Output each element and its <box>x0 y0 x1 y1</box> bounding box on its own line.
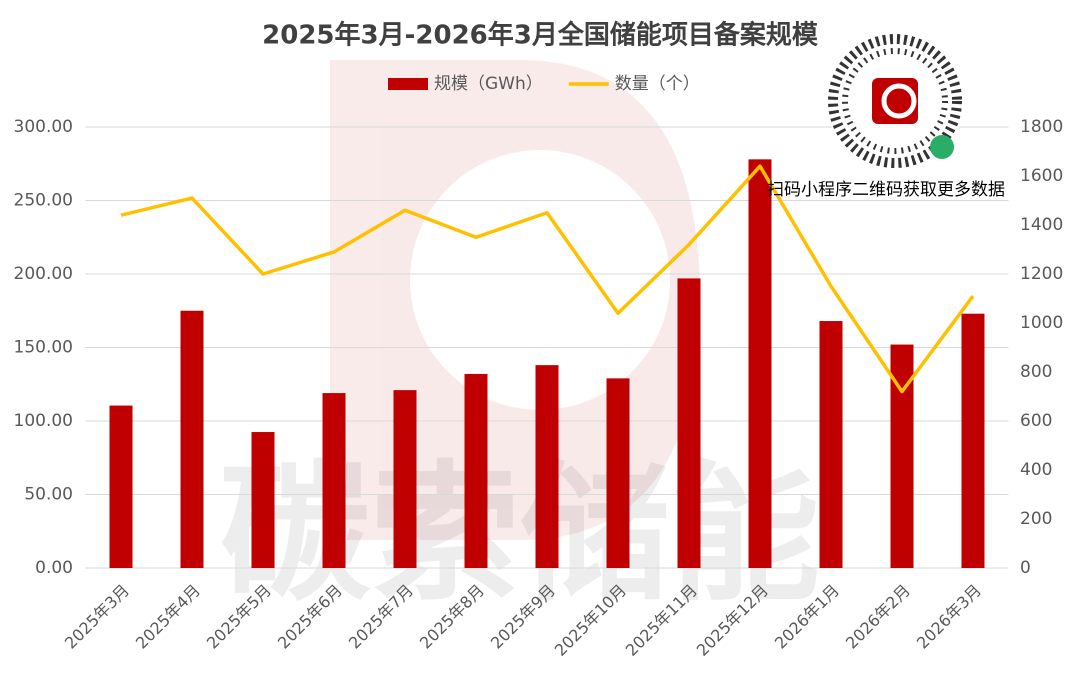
y-tick-label: 250.00 <box>14 191 73 211</box>
legend-label: 数量（个） <box>615 74 700 94</box>
bar <box>109 405 133 568</box>
y-tick-label: 100.00 <box>14 411 73 431</box>
x-tick-label: 2025年3月 <box>61 581 133 653</box>
x-tick-label: 2026年2月 <box>842 581 914 653</box>
bar <box>677 278 701 568</box>
bar <box>180 310 204 568</box>
y-tick-label: 300.00 <box>14 117 73 137</box>
y-tick-label: 50.00 <box>24 485 73 505</box>
bar <box>748 159 772 568</box>
y2-tick-label: 400 <box>1020 460 1052 480</box>
legend-label: 规模（GWh） <box>434 74 543 94</box>
bar <box>890 344 914 568</box>
bar <box>606 378 630 568</box>
y2-tick-label: 0 <box>1020 558 1031 578</box>
line <box>120 164 975 394</box>
y2-tick-label: 1600 <box>1020 166 1063 186</box>
legend-swatch <box>388 78 428 90</box>
y2-tick-label: 1400 <box>1020 215 1063 235</box>
bar <box>322 393 346 568</box>
bar <box>393 390 417 568</box>
y-tick-label: 150.00 <box>14 338 73 358</box>
x-tick-label: 2025年4月 <box>132 581 204 653</box>
y2-tick-label: 1200 <box>1020 264 1063 284</box>
y2-tick-label: 200 <box>1020 509 1052 529</box>
qr-caption: 扫码小程序二维码获取更多数据 <box>767 180 1005 200</box>
bar <box>251 432 275 568</box>
y2-tick-label: 600 <box>1020 411 1052 431</box>
x-tick-label: 2026年3月 <box>913 581 985 653</box>
bar <box>961 313 985 568</box>
y2-tick-label: 1800 <box>1020 117 1063 137</box>
bar <box>464 373 488 568</box>
y2-tick-label: 800 <box>1020 362 1052 382</box>
bar <box>819 321 843 568</box>
bar <box>535 365 559 568</box>
y2-tick-label: 1000 <box>1020 313 1063 333</box>
y-tick-label: 0.00 <box>35 558 73 578</box>
y-tick-label: 200.00 <box>14 264 73 284</box>
watermark-text: 碳索储能 <box>220 448 820 622</box>
chart-title: 2025年3月-2026年3月全国储能项目备案规模 <box>262 20 819 51</box>
qr-code <box>827 33 963 169</box>
